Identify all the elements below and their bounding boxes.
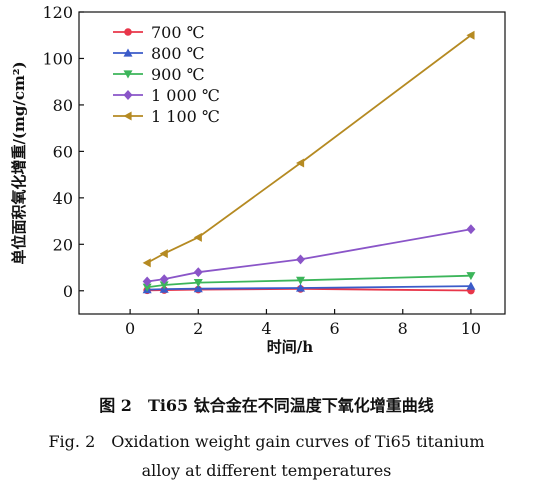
y-tick-label: 120 <box>42 3 73 22</box>
x-tick-label: 2 <box>193 319 203 338</box>
y-axis-label: 单位面积氧化增重/(mg/cm²) <box>10 61 28 264</box>
series-5 <box>142 30 475 268</box>
x-tick-label: 0 <box>125 319 135 338</box>
legend-marker <box>123 90 133 100</box>
data-point <box>466 224 476 235</box>
caption-english-line2: alloy at different temperatures <box>141 461 392 480</box>
data-point <box>193 279 203 288</box>
data-point <box>466 281 476 290</box>
caption-chinese: 图 2 Ti65 钛合金在不同温度下氧化增重曲线 <box>99 396 434 415</box>
data-point <box>296 158 305 168</box>
data-point <box>193 232 202 242</box>
legend: 700 ℃ 800 ℃ 900 ℃ 1 000 ℃ 1 100 ℃ <box>113 23 220 126</box>
legend-label: 800 ℃ <box>151 44 205 63</box>
x-axis-label: 时间/h <box>267 338 313 356</box>
x-tick-label: 4 <box>261 319 271 338</box>
data-point <box>296 283 306 292</box>
legend-label: 1 000 ℃ <box>151 86 220 105</box>
data-point <box>466 30 475 40</box>
series-3 <box>142 272 476 292</box>
y-tick-label: 40 <box>53 189 73 208</box>
legend-label: 700 ℃ <box>151 23 205 42</box>
plot-area <box>78 11 506 315</box>
data-point <box>142 283 152 292</box>
data-point <box>296 254 306 265</box>
legend-label: 900 ℃ <box>151 65 205 84</box>
data-point <box>193 267 203 278</box>
series-4 <box>142 224 476 287</box>
legend-item: 800 ℃ <box>113 44 205 63</box>
chart: 0 20 40 60 80 100 120 0 2 4 6 8 10 700 ℃ 800 ℃ 900 ℃ 1… <box>10 3 506 356</box>
x-tick-label: 6 <box>330 319 340 338</box>
x-tick-label: 8 <box>398 319 408 338</box>
legend-item: 700 ℃ <box>113 23 205 42</box>
series-layer <box>142 30 476 295</box>
caption-english-line1: Fig. 2 Oxidation weight gain curves of T… <box>48 432 485 451</box>
data-point <box>159 274 169 285</box>
legend-item: 1 100 ℃ <box>113 107 220 126</box>
legend-marker <box>123 48 133 57</box>
data-point <box>159 249 168 259</box>
legend-marker <box>123 70 133 79</box>
legend-marker <box>124 28 132 36</box>
data-point <box>193 284 203 293</box>
data-point <box>296 276 306 285</box>
legend-label: 1 100 ℃ <box>151 107 220 126</box>
y-tick-label: 0 <box>63 282 73 301</box>
y-tick-label: 20 <box>53 235 73 254</box>
data-point <box>466 272 476 281</box>
legend-item: 900 ℃ <box>113 65 205 84</box>
data-point <box>142 276 152 287</box>
data-point <box>142 258 151 268</box>
y-tick-label: 80 <box>53 96 73 115</box>
legend-item: 1 000 ℃ <box>113 86 220 105</box>
x-tick-label: 10 <box>461 319 481 338</box>
legend-marker <box>123 111 132 121</box>
data-point <box>159 281 169 290</box>
y-axis: 0 20 40 60 80 100 120 <box>42 3 84 301</box>
y-tick-label: 60 <box>53 142 73 161</box>
x-axis: 0 2 4 6 8 10 <box>125 309 481 338</box>
y-tick-label: 100 <box>42 49 73 68</box>
